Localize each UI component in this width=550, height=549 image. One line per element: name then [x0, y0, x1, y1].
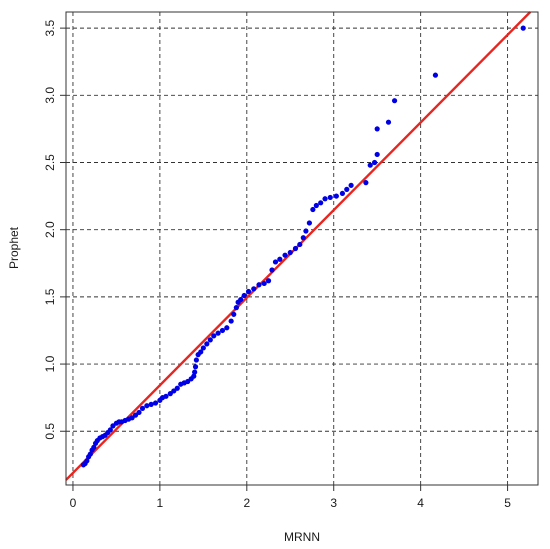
data-point: [87, 451, 93, 457]
data-point: [251, 286, 257, 292]
x-tick-label: 3: [330, 496, 337, 510]
plot-frame: [65, 11, 539, 486]
x-tick-label: 0: [70, 496, 77, 510]
data-point: [310, 206, 316, 213]
data-point: [303, 228, 309, 234]
data-point: [207, 337, 213, 343]
data-point: [300, 235, 306, 241]
data-point: [193, 357, 199, 363]
data-point: [297, 241, 303, 248]
data-point: [374, 151, 380, 158]
data-point: [261, 280, 267, 287]
y-tick-label: 2.0: [43, 221, 57, 238]
data-point: [348, 182, 354, 188]
data-point: [385, 119, 392, 125]
data-point: [322, 196, 328, 202]
data-point: [215, 330, 221, 336]
data-point: [238, 296, 244, 303]
data-point: [269, 267, 275, 273]
data-point: [432, 72, 439, 78]
data-point: [84, 458, 90, 464]
y-axis-title: Prophet: [7, 226, 21, 269]
data-point: [200, 345, 206, 351]
data-point: [339, 190, 346, 197]
data-point: [233, 305, 239, 311]
y-tick-label: 1.0: [43, 355, 57, 372]
data-point: [374, 126, 380, 132]
data-point: [520, 25, 526, 31]
data-point: [211, 333, 217, 339]
data-point: [265, 278, 272, 284]
data-point: [192, 369, 198, 375]
data-point: [272, 259, 279, 265]
data-point: [107, 427, 113, 433]
data-point: [292, 245, 299, 252]
data-point: [136, 409, 142, 416]
data-point: [204, 341, 210, 347]
x-tick-label: 5: [504, 496, 511, 510]
x-axis-title: MRNN: [284, 530, 320, 544]
data-point: [256, 282, 262, 288]
data-point: [371, 159, 378, 166]
data-point: [241, 292, 247, 299]
y-axis: 0.5 1.0 1.5 2.0 2.5 3.0 3.5: [43, 19, 66, 440]
data-point: [224, 325, 230, 331]
data-point: [318, 200, 324, 206]
data-point: [306, 220, 312, 226]
data-point: [228, 318, 234, 324]
data-point: [391, 98, 398, 104]
y-tick-label: 3.0: [43, 87, 57, 104]
data-point: [277, 256, 283, 262]
data-point: [198, 349, 204, 355]
data-point: [282, 252, 288, 258]
y-tick-label: 1.5: [43, 288, 57, 305]
data-point: [344, 186, 350, 192]
data-point: [91, 444, 97, 450]
data-point: [231, 311, 237, 317]
data-points: [80, 25, 526, 468]
data-point: [333, 193, 339, 199]
x-tick-label: 4: [417, 496, 424, 510]
data-point: [313, 202, 319, 209]
data-point: [191, 373, 197, 379]
x-tick-label: 2: [243, 496, 250, 510]
data-point: [327, 194, 333, 201]
data-point: [163, 393, 169, 399]
data-point: [144, 403, 150, 409]
y-tick-label: 3.5: [43, 19, 57, 36]
data-point: [367, 162, 373, 168]
data-point: [192, 364, 199, 370]
x-tick-label: 1: [157, 496, 164, 510]
grid: [66, 12, 538, 485]
data-point: [287, 249, 293, 256]
data-point: [245, 288, 252, 295]
data-point: [152, 400, 159, 406]
data-point: [363, 180, 369, 186]
y-tick-label: 0.5: [43, 423, 57, 440]
data-point: [148, 401, 154, 407]
data-point: [174, 385, 180, 391]
y-tick-label: 2.5: [43, 154, 57, 171]
data-point: [219, 327, 226, 334]
data-point: [139, 405, 146, 412]
x-axis: 0 1 2 3 4 5: [70, 485, 511, 510]
